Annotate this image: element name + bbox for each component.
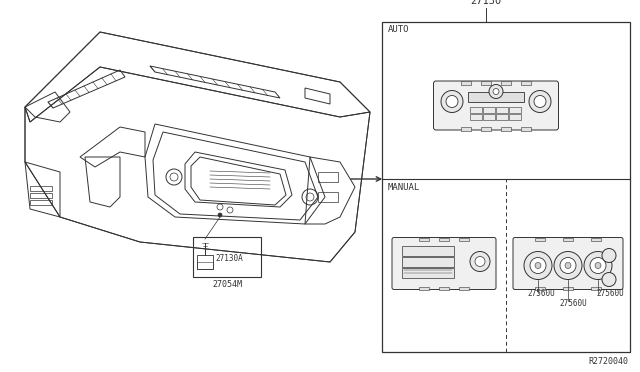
Bar bbox=[439, 286, 449, 289]
Bar bbox=[591, 286, 601, 289]
Circle shape bbox=[493, 89, 499, 94]
Circle shape bbox=[530, 257, 546, 273]
Circle shape bbox=[584, 251, 612, 279]
Bar bbox=[563, 237, 573, 241]
Text: 27560U: 27560U bbox=[527, 289, 555, 298]
Circle shape bbox=[602, 248, 616, 263]
Bar bbox=[197, 262, 213, 269]
Bar bbox=[496, 113, 508, 119]
Text: MANUAL: MANUAL bbox=[388, 183, 420, 192]
Circle shape bbox=[595, 263, 601, 269]
Bar bbox=[563, 286, 573, 289]
Bar bbox=[402, 267, 454, 278]
Circle shape bbox=[470, 251, 490, 272]
Text: 27054M: 27054M bbox=[212, 280, 242, 289]
Circle shape bbox=[565, 263, 571, 269]
Bar bbox=[461, 80, 471, 84]
Bar bbox=[521, 126, 531, 131]
Bar bbox=[591, 237, 601, 241]
Text: 27130A: 27130A bbox=[215, 254, 243, 263]
Circle shape bbox=[554, 251, 582, 279]
Bar bbox=[481, 126, 491, 131]
Circle shape bbox=[218, 213, 222, 217]
Circle shape bbox=[529, 90, 551, 112]
Circle shape bbox=[441, 90, 463, 112]
Circle shape bbox=[475, 257, 485, 266]
Bar bbox=[483, 106, 495, 112]
FancyBboxPatch shape bbox=[513, 237, 623, 289]
Bar bbox=[461, 126, 471, 131]
Bar bbox=[382, 22, 630, 352]
Bar bbox=[318, 172, 338, 182]
Circle shape bbox=[602, 273, 616, 286]
Bar bbox=[468, 92, 524, 102]
Bar bbox=[470, 106, 482, 112]
Bar bbox=[402, 246, 454, 256]
Bar bbox=[193, 237, 261, 277]
Text: R2720040: R2720040 bbox=[588, 357, 628, 366]
Bar bbox=[459, 286, 469, 289]
Bar bbox=[496, 106, 508, 112]
Bar bbox=[481, 80, 491, 84]
Bar bbox=[402, 257, 454, 266]
Bar bbox=[30, 200, 52, 205]
Text: 27560U: 27560U bbox=[559, 298, 587, 308]
Text: 27130: 27130 bbox=[470, 0, 502, 6]
Bar bbox=[509, 113, 521, 119]
Bar bbox=[30, 193, 52, 198]
Bar bbox=[459, 237, 469, 241]
Circle shape bbox=[524, 251, 552, 279]
FancyBboxPatch shape bbox=[433, 81, 559, 130]
Circle shape bbox=[560, 257, 576, 273]
Bar bbox=[509, 106, 521, 112]
Bar bbox=[419, 237, 429, 241]
Bar bbox=[501, 126, 511, 131]
Bar bbox=[439, 237, 449, 241]
Bar bbox=[535, 237, 545, 241]
Circle shape bbox=[535, 263, 541, 269]
Bar bbox=[521, 80, 531, 84]
FancyBboxPatch shape bbox=[392, 237, 496, 289]
Circle shape bbox=[446, 96, 458, 108]
Bar bbox=[197, 255, 213, 269]
Circle shape bbox=[534, 96, 546, 108]
Bar bbox=[535, 286, 545, 289]
Circle shape bbox=[489, 84, 503, 99]
Text: AUTO: AUTO bbox=[388, 25, 410, 34]
Bar bbox=[470, 113, 482, 119]
Bar bbox=[318, 192, 338, 202]
Bar bbox=[30, 186, 52, 191]
Text: 27560U: 27560U bbox=[596, 289, 624, 298]
Circle shape bbox=[590, 257, 606, 273]
Bar bbox=[501, 80, 511, 84]
Bar bbox=[483, 113, 495, 119]
Bar bbox=[419, 286, 429, 289]
